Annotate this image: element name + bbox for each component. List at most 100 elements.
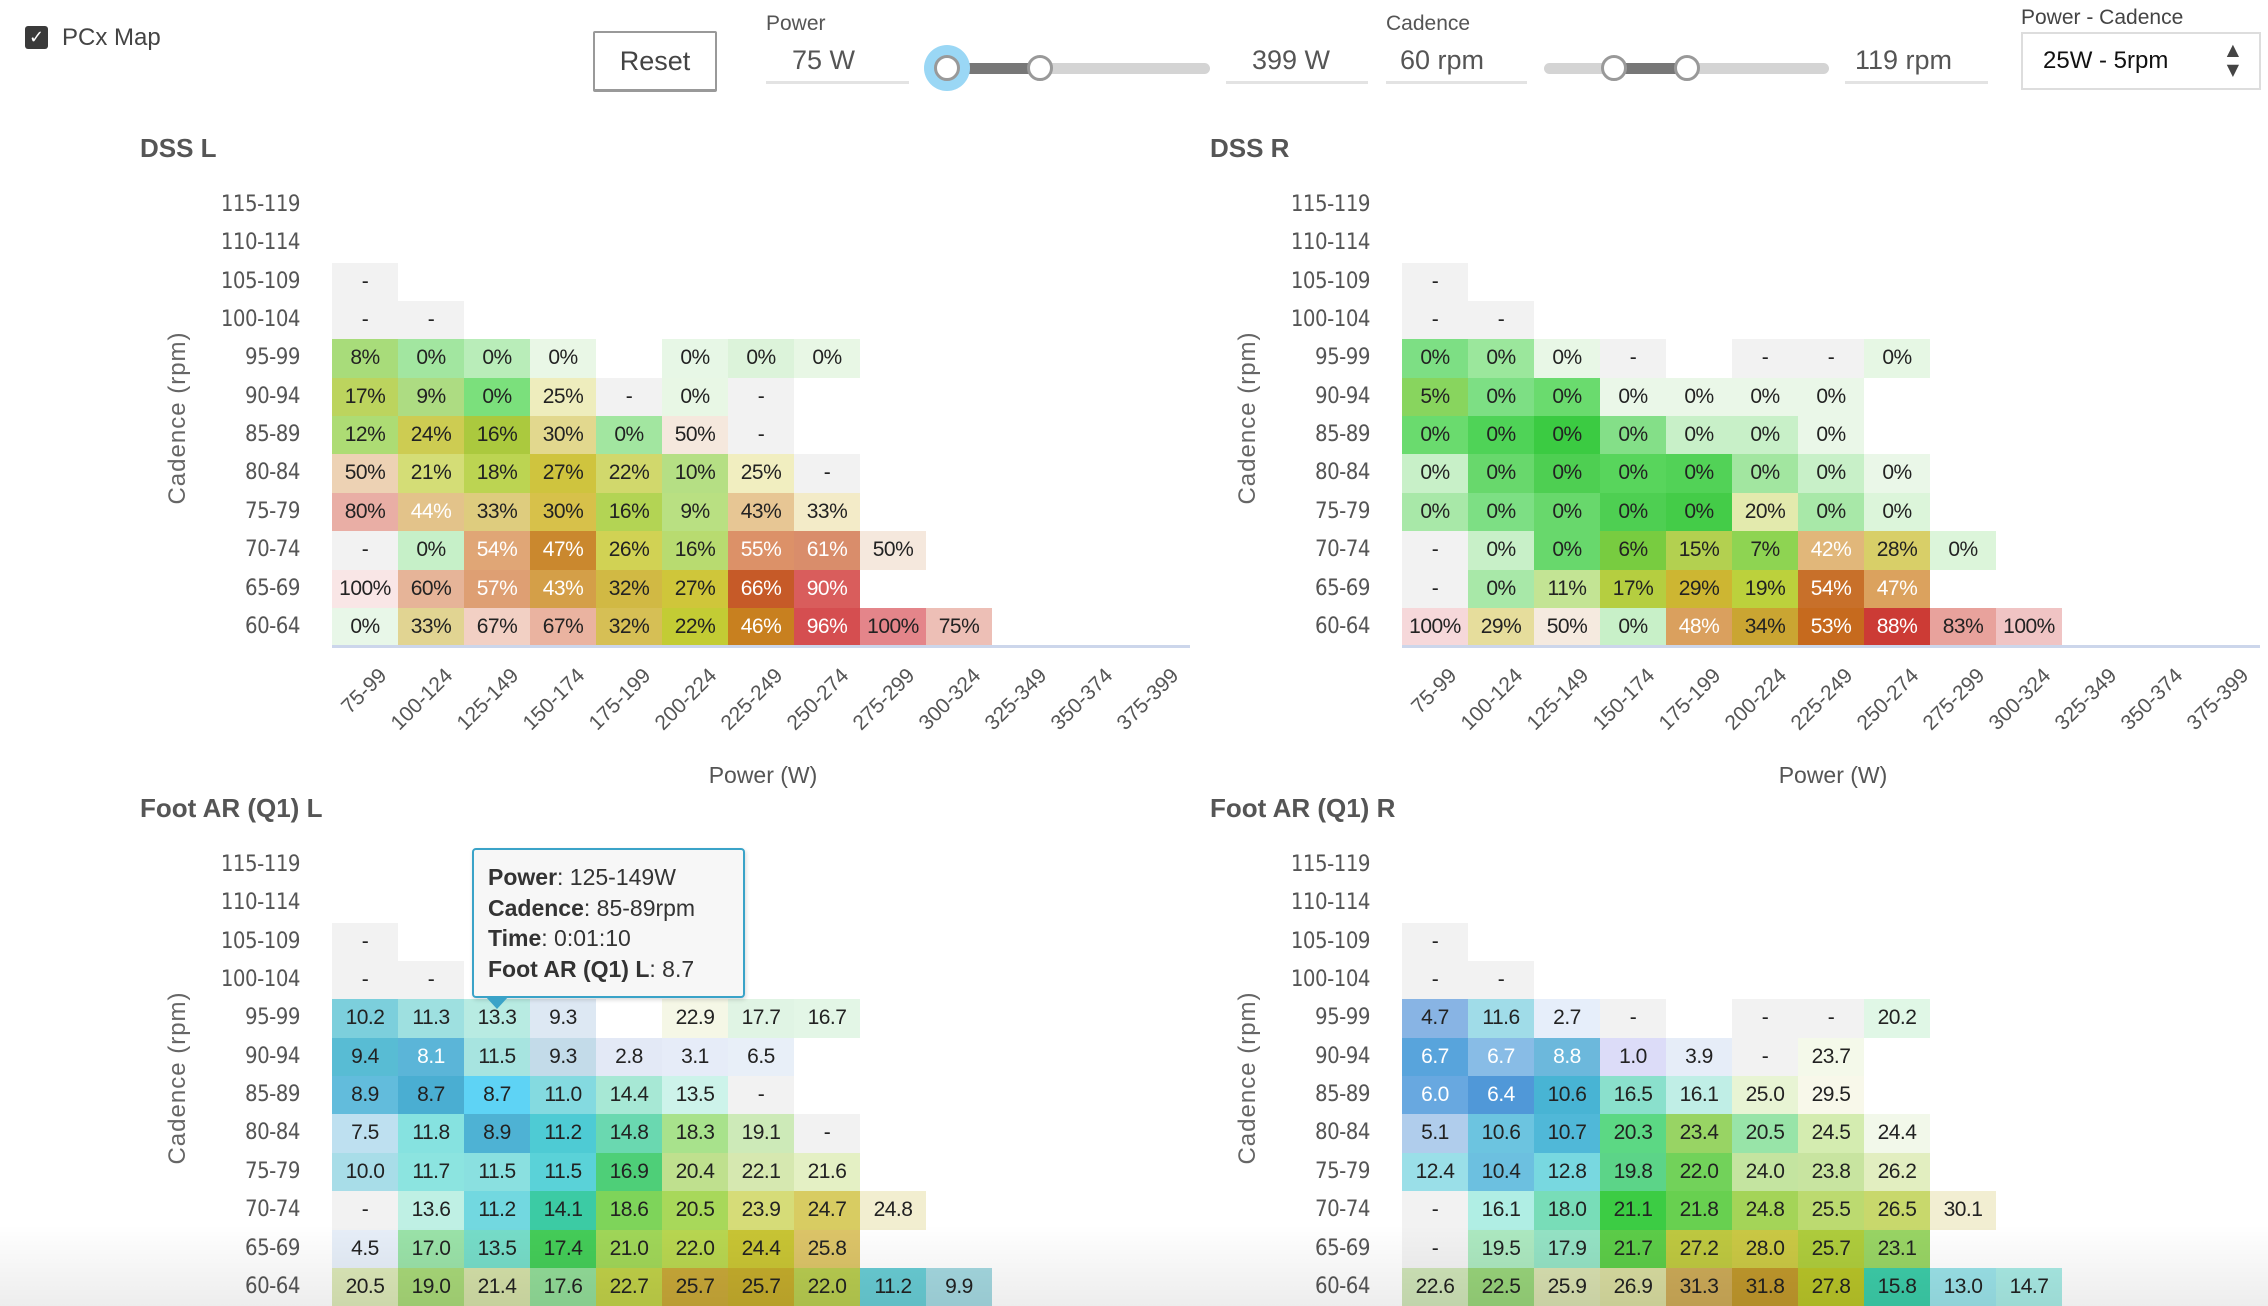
heatmap-cell[interactable]: 16.1 (1468, 1191, 1534, 1230)
heatmap-cell[interactable]: - (1600, 999, 1666, 1038)
heatmap-cell[interactable]: 9.9 (926, 1267, 992, 1306)
heatmap-cell[interactable]: 19.8 (1600, 1152, 1666, 1192)
heatmap-cell[interactable]: 23.7 (1798, 1037, 1864, 1077)
heatmap-cell[interactable]: 7.5 (332, 1114, 398, 1153)
heatmap-cell[interactable]: 0% (1402, 416, 1468, 455)
power-min-input[interactable]: 75 W (766, 40, 909, 84)
heatmap-cell[interactable]: 23.9 (728, 1191, 794, 1230)
heatmap-cell[interactable]: 10.6 (1534, 1076, 1600, 1115)
heatmap-cell[interactable]: 54% (464, 531, 530, 570)
heatmap-cell[interactable]: 0% (1798, 377, 1864, 417)
heatmap-cell[interactable]: - (332, 262, 398, 302)
heatmap-cell[interactable]: 0% (1534, 531, 1600, 570)
heatmap-cell[interactable]: 0% (398, 339, 464, 378)
heatmap-cell[interactable]: 43% (530, 569, 596, 608)
heatmap-cell[interactable]: 100% (1402, 607, 1468, 647)
heatmap-cell[interactable]: 8.9 (464, 1114, 530, 1153)
heatmap-cell[interactable]: 30% (530, 492, 596, 532)
heatmap-cell[interactable]: - (794, 454, 860, 493)
heatmap-cell[interactable]: - (1402, 262, 1468, 302)
heatmap-cell[interactable]: - (332, 1191, 398, 1230)
heatmap-cell[interactable]: 16% (596, 492, 662, 532)
heatmap-cell[interactable]: 53% (1798, 607, 1864, 647)
heatmap-cell[interactable]: 21.1 (1600, 1191, 1666, 1230)
heatmap-cell[interactable]: 13.0 (1930, 1267, 1996, 1306)
heatmap-cell[interactable]: 25% (530, 377, 596, 417)
heatmap-cell[interactable]: 0% (1666, 492, 1732, 532)
heatmap-cell[interactable]: 25.0 (1732, 1076, 1798, 1115)
heatmap-cell[interactable]: 8.7 (398, 1076, 464, 1115)
heatmap-cell[interactable]: 20% (1732, 492, 1798, 532)
cadence-max-input[interactable]: 119 rpm (1845, 40, 1988, 84)
heatmap-cell[interactable]: 0% (662, 377, 728, 417)
heatmap-cell[interactable]: 25.8 (794, 1229, 860, 1268)
heatmap-cell[interactable]: 28% (1864, 531, 1930, 570)
heatmap-cell[interactable]: 0% (1468, 454, 1534, 493)
heatmap-cell[interactable]: 8.8 (1534, 1037, 1600, 1077)
heatmap-cell[interactable]: 16% (662, 531, 728, 570)
heatmap-cell[interactable]: 24.5 (1798, 1114, 1864, 1153)
heatmap-cell[interactable]: 9% (398, 377, 464, 417)
heatmap-cell[interactable]: 57% (464, 569, 530, 608)
heatmap-cell[interactable]: 12.8 (1534, 1152, 1600, 1192)
heatmap-cell[interactable]: - (1402, 1229, 1468, 1268)
heatmap-cell[interactable]: 22.5 (1468, 1267, 1534, 1306)
heatmap-cell[interactable]: 21.4 (464, 1267, 530, 1306)
heatmap-cell[interactable]: 100% (332, 569, 398, 608)
heatmap-cell[interactable]: 6.7 (1402, 1037, 1468, 1077)
heatmap-cell[interactable]: - (1402, 961, 1468, 1000)
heatmap-cell[interactable]: 21.0 (596, 1229, 662, 1268)
heatmap-cell[interactable]: 27% (662, 569, 728, 608)
heatmap-cell[interactable]: 42% (1798, 531, 1864, 570)
heatmap-cell[interactable]: 0% (1534, 454, 1600, 493)
cadence-slider-high-thumb[interactable] (1674, 55, 1700, 81)
heatmap-cell[interactable]: 9.3 (530, 1037, 596, 1077)
heatmap-cell[interactable]: 0% (1468, 531, 1534, 570)
heatmap-cell[interactable]: 100% (860, 607, 926, 647)
heatmap-cell[interactable]: 47% (1864, 569, 1930, 608)
heatmap-cell[interactable]: 28.0 (1732, 1229, 1798, 1268)
heatmap-cell[interactable]: 44% (398, 492, 464, 532)
heatmap-cell[interactable]: 32% (596, 569, 662, 608)
bin-size-select[interactable]: 25W - 5rpm ▲ ▼ (2021, 32, 2261, 90)
heatmap-cell[interactable]: 14.7 (1996, 1267, 2062, 1306)
heatmap-cell[interactable]: 11.2 (530, 1114, 596, 1153)
heatmap-cell[interactable]: 11.5 (464, 1152, 530, 1192)
heatmap-cell[interactable]: - (332, 922, 398, 962)
heatmap-cell[interactable]: 2.8 (596, 1037, 662, 1077)
heatmap-cell[interactable]: 0% (1798, 492, 1864, 532)
heatmap-cell[interactable]: 0% (1402, 492, 1468, 532)
heatmap-cell[interactable]: 88% (1864, 607, 1930, 647)
heatmap-cell[interactable]: 67% (530, 607, 596, 647)
heatmap-cell[interactable]: 11.2 (860, 1267, 926, 1306)
heatmap-cell[interactable]: 18.0 (1534, 1191, 1600, 1230)
heatmap-cell[interactable]: 0% (1468, 377, 1534, 417)
heatmap-cell[interactable]: 0% (1666, 454, 1732, 493)
heatmap-cell[interactable]: 11.3 (398, 999, 464, 1038)
heatmap-cell[interactable]: 0% (464, 339, 530, 378)
heatmap-cell[interactable]: - (398, 301, 464, 340)
heatmap-cell[interactable]: 19.0 (398, 1267, 464, 1306)
heatmap-cell[interactable]: 47% (530, 531, 596, 570)
heatmap-cell[interactable]: 18.3 (662, 1114, 728, 1153)
cadence-min-input[interactable]: 60 rpm (1386, 40, 1527, 84)
heatmap-cell[interactable]: 0% (332, 607, 398, 647)
heatmap-cell[interactable]: 50% (1534, 607, 1600, 647)
heatmap-cell[interactable]: 12% (332, 416, 398, 455)
heatmap-cell[interactable]: 13.5 (464, 1229, 530, 1268)
heatmap-cell[interactable]: - (728, 416, 794, 455)
heatmap-cell[interactable]: 0% (1732, 377, 1798, 417)
heatmap-cell[interactable]: 8.7 (464, 1076, 530, 1115)
heatmap-cell[interactable]: 20.4 (662, 1152, 728, 1192)
heatmap-cell[interactable]: 0% (1468, 416, 1534, 455)
heatmap-cell[interactable]: - (1732, 999, 1798, 1038)
heatmap-cell[interactable]: 25.9 (1534, 1267, 1600, 1306)
heatmap-cell[interactable]: 0% (1798, 416, 1864, 455)
heatmap-cell[interactable]: 27% (530, 454, 596, 493)
heatmap-cell[interactable]: 2.7 (1534, 999, 1600, 1038)
heatmap-cell[interactable]: 100% (1996, 607, 2062, 647)
heatmap-cell[interactable]: - (1402, 922, 1468, 962)
heatmap-cell[interactable]: 25.5 (1798, 1191, 1864, 1230)
heatmap-cell[interactable]: 50% (662, 416, 728, 455)
heatmap-cell[interactable]: - (596, 377, 662, 417)
